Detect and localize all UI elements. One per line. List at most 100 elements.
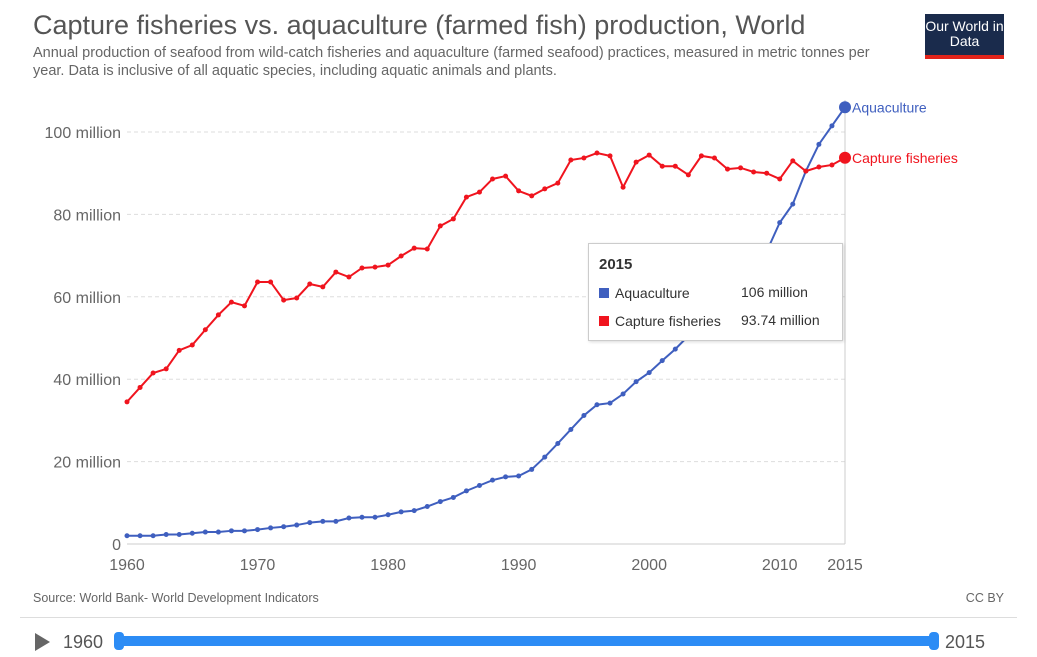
data-point [137, 533, 143, 539]
series-line-1 [126, 151, 846, 403]
play-icon[interactable] [35, 633, 50, 651]
x-tick-label: 2015 [827, 557, 863, 574]
data-point [189, 530, 195, 536]
data-point [215, 312, 221, 318]
y-tick-label: 20 million [53, 455, 121, 472]
data-point [503, 474, 509, 480]
data-point [255, 279, 261, 285]
timeline-end-handle[interactable] [929, 632, 939, 650]
divider [20, 617, 1017, 618]
data-point [725, 166, 731, 172]
data-point [411, 508, 417, 514]
data-point [241, 303, 247, 309]
source-note[interactable]: Source: World Bank- World Development In… [33, 591, 319, 605]
timeline-start-label: 1960 [63, 632, 104, 652]
data-point [215, 529, 221, 535]
data-point [281, 524, 287, 530]
data-point [829, 123, 835, 129]
owid-logo[interactable]: Our World in Data [925, 14, 1004, 59]
data-point [803, 168, 809, 174]
y-tick-label: 60 million [53, 290, 121, 307]
data-point [398, 253, 404, 259]
data-point [516, 188, 522, 194]
data-point [839, 151, 851, 164]
data-point [411, 245, 417, 251]
data-point [764, 170, 770, 176]
data-point [607, 153, 613, 159]
data-point [777, 220, 783, 226]
y-tick-label: 100 million [45, 125, 121, 142]
x-tick-label: 2010 [762, 557, 798, 574]
data-point [385, 512, 391, 518]
data-point [633, 159, 639, 165]
data-point [320, 284, 326, 290]
data-point [594, 150, 600, 156]
data-point [503, 173, 509, 179]
capture-swatch [599, 316, 609, 326]
data-point [555, 180, 561, 186]
data-point [607, 400, 613, 406]
tooltip-label: Capture fisheries [615, 313, 721, 329]
data-point [333, 269, 339, 275]
tooltip-label: Aquaculture [615, 285, 690, 301]
data-point [437, 223, 443, 229]
data-point [202, 529, 208, 535]
data-point [255, 527, 261, 533]
tooltip: 2015 Aquaculture 106 million Capture fis… [588, 243, 843, 341]
data-point [268, 279, 274, 285]
license-link[interactable]: CC BY [965, 591, 1004, 605]
data-point [450, 494, 456, 500]
data-point [568, 426, 574, 432]
data-point [163, 366, 169, 372]
data-point [777, 176, 783, 182]
data-point [163, 532, 169, 538]
data-point [685, 172, 691, 178]
logo-text: Our World in Data [925, 18, 1004, 49]
data-point [555, 440, 561, 446]
data-point [672, 346, 678, 352]
data-point [124, 399, 130, 405]
x-tick-label: 1970 [240, 557, 276, 574]
data-point [516, 473, 522, 479]
data-point [790, 201, 796, 207]
data-point [372, 514, 378, 520]
data-point [659, 358, 665, 364]
data-point [150, 533, 156, 539]
data-point [581, 412, 587, 418]
timeline-start-handle[interactable] [114, 632, 124, 650]
aquaculture-swatch [599, 288, 609, 298]
data-point [137, 384, 143, 390]
y-tick-label: 40 million [53, 372, 121, 389]
data-point [228, 528, 234, 534]
data-point [346, 515, 352, 521]
data-point [359, 265, 365, 271]
data-point [829, 162, 835, 168]
data-point [542, 186, 548, 192]
data-point [816, 164, 822, 170]
data-point [476, 189, 482, 195]
data-point [176, 347, 182, 353]
data-point [333, 518, 339, 524]
data-point [659, 163, 665, 169]
data-point [241, 528, 247, 534]
data-point [359, 514, 365, 520]
data-point [372, 264, 378, 270]
data-point [202, 327, 208, 333]
data-point [620, 391, 626, 397]
data-point [581, 155, 587, 161]
data-point [450, 216, 456, 222]
data-point [463, 194, 469, 200]
data-point [839, 101, 851, 114]
data-point [281, 297, 287, 303]
chart-subtitle: Annual production of seafood from wild-c… [33, 45, 870, 79]
data-point [294, 295, 300, 301]
data-point [268, 525, 274, 531]
data-point [646, 370, 652, 376]
timeline-slider[interactable] [118, 636, 935, 646]
data-point [150, 370, 156, 376]
data-point [711, 155, 717, 161]
tooltip-value: 106 million [741, 284, 808, 300]
x-tick-label: 1980 [370, 557, 406, 574]
tooltip-value: 93.74 million [741, 312, 820, 328]
data-point [620, 184, 626, 190]
